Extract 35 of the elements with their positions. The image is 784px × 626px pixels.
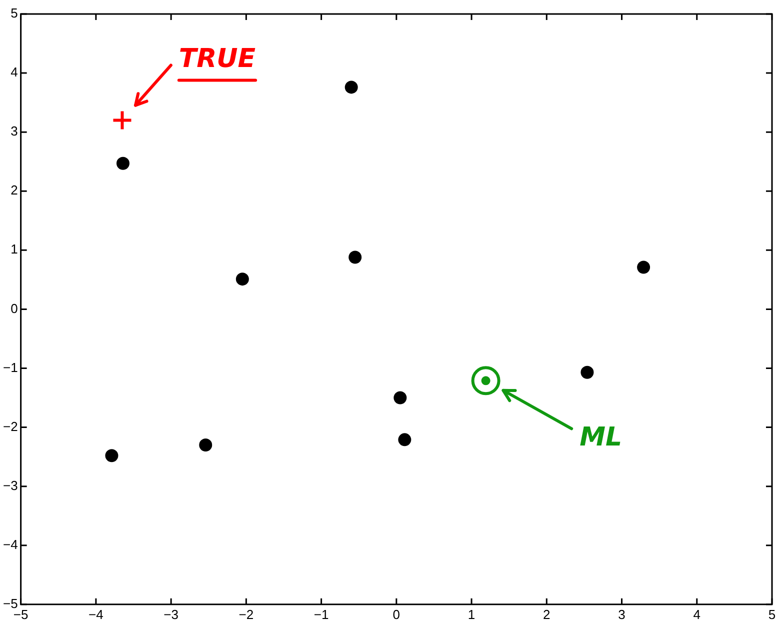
x-tick-label: 4 [693,606,700,622]
point [112,110,133,131]
x-tick-label: −2 [238,606,254,622]
y-tick-label: 1 [10,242,18,257]
y-tick-label: −4 [2,536,18,552]
y-tick-label: 2 [10,182,18,198]
y-tick-label: 4 [10,64,18,80]
point [398,433,412,446]
point [105,449,118,462]
y-tick-label: −2 [2,418,18,434]
x-tick-label: −3 [164,606,178,622]
x-tick-label: −4 [88,606,104,622]
point [344,80,358,94]
annotation: TRUE [178,44,256,74]
y-tick-label: −3 [2,478,18,493]
y-tick-label: −5 [2,596,18,611]
x-tick-label: 3 [618,606,626,622]
x-tick-label: 2 [543,606,550,622]
y-tick-label: −1 [2,360,18,375]
y-tick-label: 3 [10,124,18,139]
point [637,260,650,274]
annotation: ML [580,422,622,452]
y-tick-label: 0 [10,300,18,316]
point [348,250,362,264]
y-tick-label: 5 [10,6,18,21]
point [236,272,249,286]
point [471,366,500,396]
x-tick-label: 0 [392,606,400,622]
point [116,156,130,170]
x-tick-label: 5 [768,606,776,622]
point [394,391,407,404]
x-tick-label: 1 [468,606,476,622]
point [580,366,594,379]
point [199,438,212,452]
x-tick-label: −1 [314,606,329,622]
